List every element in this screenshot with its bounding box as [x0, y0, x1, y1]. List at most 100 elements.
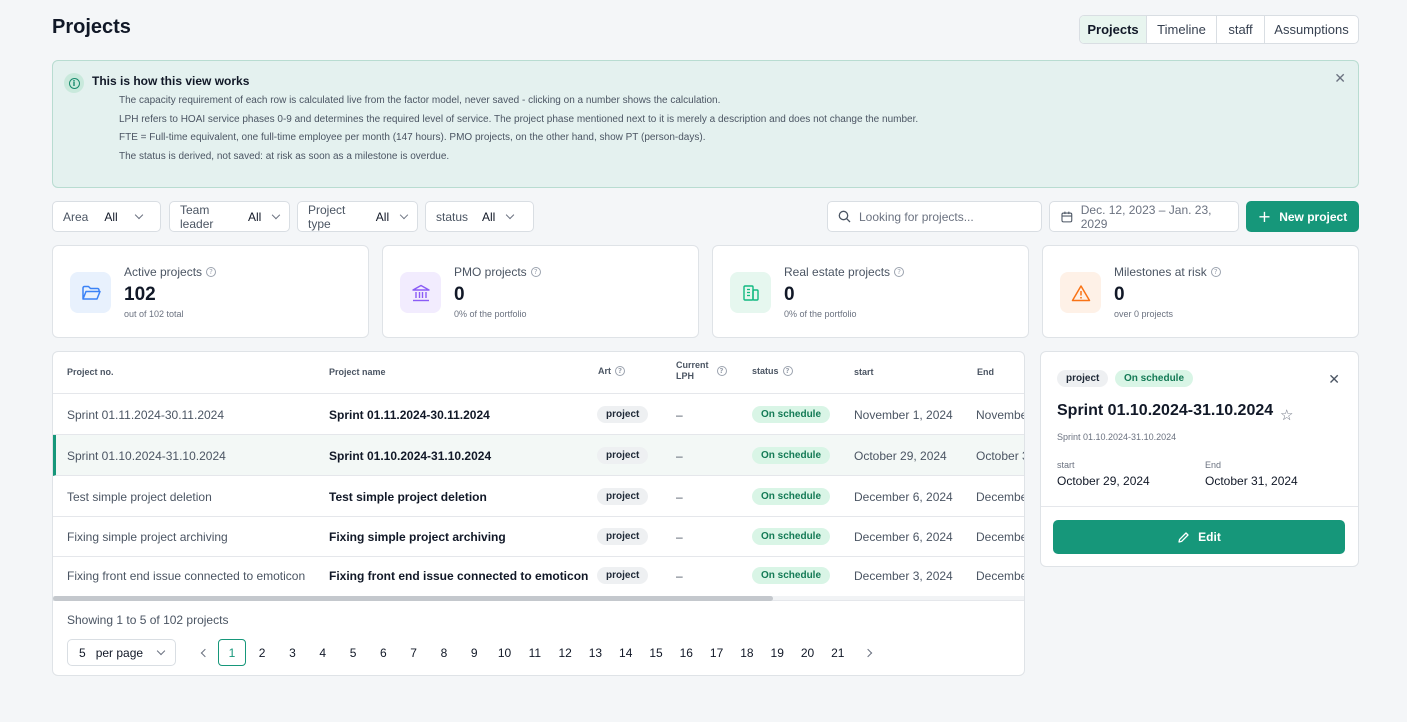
stat-label: Real estate projects — [784, 265, 891, 279]
page-6-button[interactable]: 6 — [379, 645, 387, 660]
col-current-lph[interactable]: Current LPH? — [676, 360, 727, 382]
detail-end-label: End — [1205, 460, 1222, 470]
new-project-button[interactable]: + New project — [1246, 201, 1359, 232]
help-icon[interactable]: ? — [716, 366, 727, 376]
page-17-button[interactable]: 17 — [709, 645, 724, 660]
page-8-button[interactable]: 8 — [440, 645, 448, 660]
status-filter-label: status — [436, 209, 469, 224]
status-filter[interactable]: status All — [425, 201, 534, 232]
cell-end: December — [976, 568, 1024, 583]
col-current-lph-line2: LPH — [676, 371, 694, 381]
cell-project-name: Sprint 01.10.2024-31.10.2024 — [329, 448, 492, 463]
page-7-button[interactable]: 7 — [410, 645, 417, 660]
per-page-select[interactable]: 5 per page — [67, 639, 176, 666]
close-icon[interactable]: ✕ — [1334, 71, 1346, 87]
page-11-button[interactable]: 11 — [528, 645, 542, 660]
prev-page-button[interactable] — [193, 639, 217, 666]
col-art[interactable]: Art? — [598, 366, 625, 376]
help-icon[interactable]: ? — [615, 366, 625, 376]
stat-value: 0 — [1114, 284, 1125, 305]
building-icon — [730, 272, 771, 313]
help-icon[interactable]: ? — [894, 267, 905, 277]
type-chip: project — [597, 488, 649, 505]
col-end[interactable]: End — [977, 367, 994, 377]
close-icon[interactable]: ✕ — [1328, 372, 1340, 388]
cell-start: November 1, 2024 — [854, 407, 953, 422]
search-icon — [838, 210, 851, 223]
page-9-button[interactable]: 9 — [470, 645, 478, 660]
page-1-button[interactable]: 1 — [218, 639, 246, 666]
date-range-picker[interactable]: Dec. 12, 2023 – Jan. 23, 2029 — [1049, 201, 1239, 232]
cell-lph: – — [676, 489, 683, 504]
cell-project-name: Test simple project deletion — [329, 489, 487, 504]
page-20-button[interactable]: 20 — [800, 645, 815, 660]
page-18-button[interactable]: 18 — [740, 645, 754, 660]
table-row[interactable]: Fixing front end issue connected to emot… — [53, 555, 1024, 596]
warning-icon — [1060, 272, 1101, 313]
col-project-name[interactable]: Project name — [329, 367, 386, 377]
chevron-down-icon — [156, 646, 166, 655]
team-leader-filter[interactable]: Team leader All — [169, 201, 290, 232]
edit-button[interactable]: Edit — [1053, 520, 1345, 554]
tab-assumptions[interactable]: Assumptions — [1274, 22, 1349, 37]
col-status-label: status — [752, 366, 779, 376]
pencil-icon — [1178, 531, 1189, 543]
cell-start: December 6, 2024 — [854, 489, 953, 504]
page-14-button[interactable]: 14 — [619, 645, 633, 660]
col-project-no[interactable]: Project no. — [67, 367, 114, 377]
tab-staff[interactable]: staff — [1217, 16, 1265, 43]
tab-timeline[interactable]: Timeline — [1147, 16, 1217, 43]
help-icon[interactable]: ? — [782, 366, 793, 376]
page-19-button[interactable]: 19 — [770, 645, 784, 660]
col-current-lph-line1: Current — [676, 360, 709, 370]
status-badge: On schedule — [752, 567, 831, 584]
per-page-value: 5 — [79, 645, 86, 660]
page-16-button[interactable]: 16 — [679, 645, 693, 660]
search-box — [827, 201, 1042, 232]
page-3-button[interactable]: 3 — [289, 645, 296, 660]
page-2-button[interactable]: 2 — [258, 645, 266, 660]
team-leader-filter-value: All — [247, 209, 262, 224]
info-banner: i This is how this view works The capaci… — [52, 60, 1359, 188]
col-current-lph-label: Current LPH — [676, 360, 709, 382]
cell-project-no: Sprint 01.10.2024-31.10.2024 — [67, 448, 226, 463]
area-filter[interactable]: Area All — [52, 201, 161, 232]
project-type-filter[interactable]: Project type All — [297, 201, 418, 232]
col-art-label: Art — [598, 366, 611, 376]
col-status[interactable]: status? — [752, 366, 793, 376]
plus-icon: + — [1257, 206, 1272, 226]
page-15-button[interactable]: 15 — [649, 645, 663, 660]
info-title: This is how this view works — [92, 74, 250, 88]
projects-table: Project no. Project name Art? Current LPH… — [52, 351, 1025, 676]
page-4-button[interactable]: 4 — [319, 645, 327, 660]
help-icon[interactable]: ? — [1210, 267, 1221, 277]
status-badge: On schedule — [752, 528, 831, 545]
page-5-button[interactable]: 5 — [349, 645, 357, 660]
help-icon[interactable]: ? — [530, 267, 541, 277]
cell-lph: – — [676, 407, 683, 422]
table-row-selected[interactable]: Sprint 01.10.2024-31.10.2024 Sprint 01.1… — [53, 435, 1024, 476]
page-13-button[interactable]: 13 — [588, 645, 603, 660]
cell-project-no: Fixing front end issue connected to emot… — [67, 568, 306, 583]
page-10-button[interactable]: 10 — [497, 645, 512, 660]
cell-lph: – — [676, 568, 683, 583]
table-row[interactable]: Fixing simple project archiving Fixing s… — [53, 516, 1024, 557]
page-21-button[interactable]: 21 — [831, 645, 845, 660]
col-start[interactable]: start — [854, 367, 874, 377]
tab-projects[interactable]: Projects — [1080, 16, 1147, 43]
stat-value: 102 — [124, 284, 156, 305]
search-input[interactable] — [859, 209, 1029, 224]
chevron-down-icon — [399, 210, 409, 219]
next-page-button[interactable] — [853, 639, 883, 666]
horizontal-scrollbar[interactable] — [53, 596, 1024, 601]
help-icon[interactable]: ? — [206, 267, 217, 277]
star-icon[interactable]: ☆ — [1280, 406, 1294, 424]
detail-start-value: October 29, 2024 — [1057, 474, 1150, 488]
cell-project-name: Fixing simple project archiving — [329, 529, 506, 544]
scrollbar-thumb[interactable] — [53, 596, 773, 601]
view-tabs: Projects Timeline staff Assumptions — [1079, 15, 1359, 44]
stat-sub: 0% of the portfolio — [454, 309, 527, 319]
table-row[interactable]: Test simple project deletion Test simple… — [53, 476, 1024, 517]
page-12-button[interactable]: 12 — [558, 645, 572, 660]
table-row[interactable]: Sprint 01.11.2024-30.11.2024 Sprint 01.1… — [53, 394, 1024, 435]
